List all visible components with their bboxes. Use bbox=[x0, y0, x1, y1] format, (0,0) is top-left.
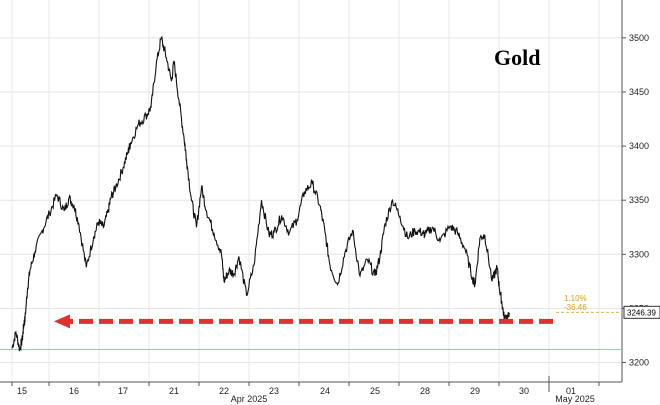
x-tick-label: 22 bbox=[219, 386, 229, 396]
x-tick-label: 28 bbox=[420, 386, 430, 396]
grid-lines bbox=[0, 0, 622, 382]
arrow-head bbox=[54, 314, 70, 329]
month-label: Apr 2025 bbox=[231, 394, 268, 404]
price-line bbox=[11, 35, 510, 352]
x-tick-label: 15 bbox=[17, 386, 27, 396]
x-tick-label: 29 bbox=[470, 386, 480, 396]
y-tick-label: 3500 bbox=[629, 33, 649, 43]
x-tick-label: 25 bbox=[370, 386, 380, 396]
y-tick-label: 3350 bbox=[629, 195, 649, 205]
y-tick-label: 3400 bbox=[629, 141, 649, 151]
x-tick-label: 01 bbox=[566, 386, 576, 396]
last-value-tag bbox=[623, 305, 660, 319]
change-percent-label: 1.10% bbox=[564, 294, 587, 303]
month-label: May 2025 bbox=[555, 394, 595, 404]
x-tick-label: 30 bbox=[519, 386, 529, 396]
y-tick-label: 3300 bbox=[629, 249, 649, 259]
axis-labels: 3200325033003350340034503500151617212223… bbox=[17, 33, 660, 404]
x-tick-label: 23 bbox=[269, 386, 279, 396]
reference-line bbox=[0, 311, 622, 351]
x-tick-label: 16 bbox=[69, 386, 79, 396]
support-arrow bbox=[54, 314, 553, 329]
change-absolute-label: -36.46 bbox=[564, 303, 587, 312]
y-tick-label: 3200 bbox=[629, 358, 649, 368]
price-series bbox=[11, 35, 510, 352]
x-tick-label: 21 bbox=[169, 386, 179, 396]
y-tick-label: 3450 bbox=[629, 87, 649, 97]
chart-title: Gold bbox=[494, 45, 540, 70]
x-tick-label: 17 bbox=[118, 386, 128, 396]
axes bbox=[0, 0, 626, 392]
last-value-label: 3246.39 bbox=[627, 308, 656, 317]
x-tick-label: 24 bbox=[320, 386, 330, 396]
